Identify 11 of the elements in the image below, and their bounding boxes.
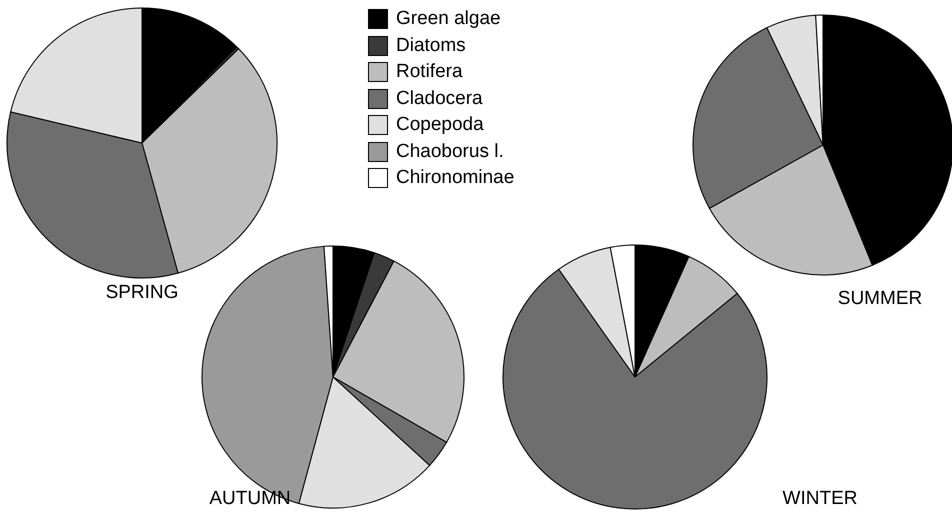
legend-label: Copepoda (396, 114, 484, 136)
slice-label: SUMMER (836, 288, 924, 310)
legend-label: Chironominae (396, 167, 514, 190)
legend-label: Cladocera (396, 88, 483, 110)
slice-label: AUTUMN (208, 488, 292, 510)
legend-label: Diatoms (396, 34, 466, 57)
slice-label: WINTER (782, 488, 858, 510)
legend-label: Green algae (396, 8, 501, 30)
legend-label: Chaoborus l. (396, 140, 504, 163)
legend-label: Rotifera (396, 61, 463, 84)
slice-label: SPRING (104, 282, 180, 304)
